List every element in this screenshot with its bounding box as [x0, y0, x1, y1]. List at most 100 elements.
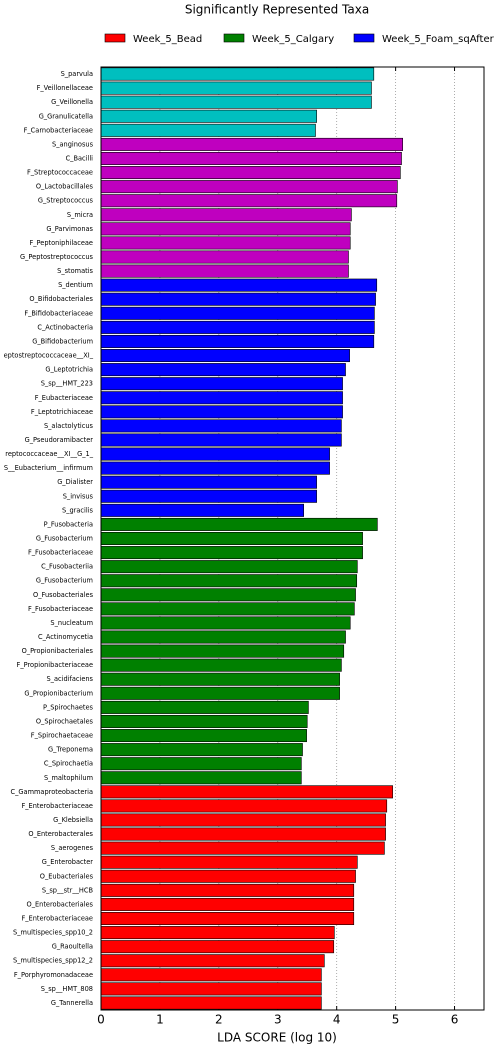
y-tick-label: O_Propionibacteriales — [22, 647, 94, 655]
bar — [100, 433, 342, 447]
y-tick-label: G_Dialister — [57, 478, 93, 486]
y-tick-label: G_Peptostreptococcus — [20, 253, 94, 261]
y-tick-label: G_Fusobacterium — [36, 577, 93, 585]
bar — [100, 926, 335, 940]
legend-swatch — [353, 33, 375, 43]
legend-swatch — [223, 33, 245, 43]
bar — [100, 532, 363, 545]
x-tick-label: 0 — [97, 1013, 105, 1027]
bar — [100, 968, 322, 982]
bar — [100, 616, 351, 630]
bar — [100, 334, 375, 348]
y-tick-label: G_Fusobacterium — [36, 535, 93, 543]
bar — [100, 630, 346, 644]
bar — [100, 306, 375, 320]
bar — [100, 194, 398, 208]
bar — [100, 95, 372, 109]
bar — [100, 123, 316, 137]
bar — [100, 236, 351, 250]
bar — [100, 897, 355, 911]
legend-label: Week_5_Bead — [133, 34, 202, 45]
bar — [100, 588, 356, 602]
bar — [100, 320, 375, 334]
bar — [100, 869, 356, 883]
bar — [100, 264, 349, 278]
bar — [100, 546, 363, 560]
y-tick-label: F_Leptotrichiaceae — [31, 408, 93, 416]
bar — [100, 278, 378, 292]
y-tick-label: O_Enterobacteriales — [27, 900, 94, 908]
bar — [100, 700, 309, 714]
bar — [100, 996, 322, 1010]
bar — [100, 475, 317, 489]
bar — [100, 560, 358, 574]
bar — [100, 813, 386, 827]
bar — [100, 799, 388, 813]
y-tick-label: F_Porphyromonadaceae — [14, 971, 93, 979]
y-tick-label: G_Raoultella — [52, 943, 93, 951]
bar — [100, 447, 330, 461]
bar — [100, 489, 317, 503]
bar — [100, 855, 358, 869]
bar — [100, 743, 303, 757]
bar — [100, 771, 302, 785]
y-tick-label: F_Streptococcaceae — [27, 169, 93, 177]
bar — [100, 67, 375, 81]
y-tick-label: G_Veillonella — [51, 98, 93, 106]
bar — [100, 644, 345, 658]
bar — [100, 574, 358, 588]
y-tick-label: S_maltophilum — [44, 774, 93, 782]
y-tick-label: O_Fusobacteriales — [33, 591, 94, 599]
y-tick-label: S_nucleatum — [50, 619, 93, 627]
x-tick-label: 3 — [274, 1013, 282, 1027]
y-tick-label: C_Spirochaetia — [44, 760, 93, 768]
y-tick-label: G_Pseudoramibacter — [25, 436, 94, 444]
bar — [100, 419, 342, 433]
y-tick-label: F_Propionibacteriaceae — [17, 661, 93, 669]
y-tick-label: S_acidifaciens — [47, 675, 94, 683]
bar — [100, 827, 386, 841]
bar — [100, 954, 325, 968]
bar — [100, 982, 322, 996]
bar — [100, 349, 350, 363]
bar — [100, 785, 393, 799]
plot-frame — [100, 66, 485, 1011]
y-tick-label: C_Gammaproteobacteria — [11, 788, 93, 796]
y-tick-label: C_Actinobacteria — [37, 323, 93, 331]
y-tick-label: F_Peptoniphilaceae — [29, 239, 93, 247]
bar — [100, 841, 385, 855]
y-tick-label: G_Klebsiella — [53, 816, 93, 824]
legend-label: Week_5_Foam_sqAfter — [382, 34, 495, 45]
y-tick-label: F_Bifidobacteriaceae — [24, 309, 93, 317]
bar — [100, 222, 351, 236]
bar — [100, 503, 304, 517]
y-tick-label: G_Leptotrichia — [45, 366, 93, 374]
y-tick-label: S_dentium — [58, 281, 93, 289]
bar — [100, 180, 398, 194]
y-tick-label: S_invisus — [63, 492, 94, 500]
bar — [100, 729, 307, 743]
y-tick-label: C_Bacilli — [66, 154, 94, 162]
x-tick-label: 4 — [333, 1013, 341, 1027]
bar — [100, 940, 335, 954]
y-tick-label: G_Streptococcus — [38, 197, 94, 205]
x-tick-label: 1 — [156, 1013, 164, 1027]
bar — [100, 912, 355, 926]
chart-title: Significantly Represented Taxa — [185, 3, 369, 17]
x-axis-label: LDA SCORE (log 10) — [217, 1031, 337, 1045]
y-tick-label: O_Bifidobacteriales — [29, 295, 93, 303]
y-tick-label: C_Fusobacteriia — [41, 563, 93, 571]
bar — [100, 686, 340, 700]
y-tick-label: G_Parvimonas — [46, 225, 93, 233]
y-tick-label: F_Fusobacteriaceae — [28, 605, 93, 613]
legend-label: Week_5_Calgary — [252, 34, 334, 45]
bar — [100, 602, 355, 616]
y-tick-label: F_Eubacteriaceae — [35, 394, 93, 402]
y-tick-label: F_Fusobacteriaceae — [28, 549, 93, 557]
bar — [100, 137, 403, 151]
y-tick-label: S_parvula — [61, 70, 93, 78]
bar — [100, 81, 372, 95]
y-tick-label: P_Spirochaetes — [43, 703, 94, 711]
bar — [100, 672, 340, 686]
